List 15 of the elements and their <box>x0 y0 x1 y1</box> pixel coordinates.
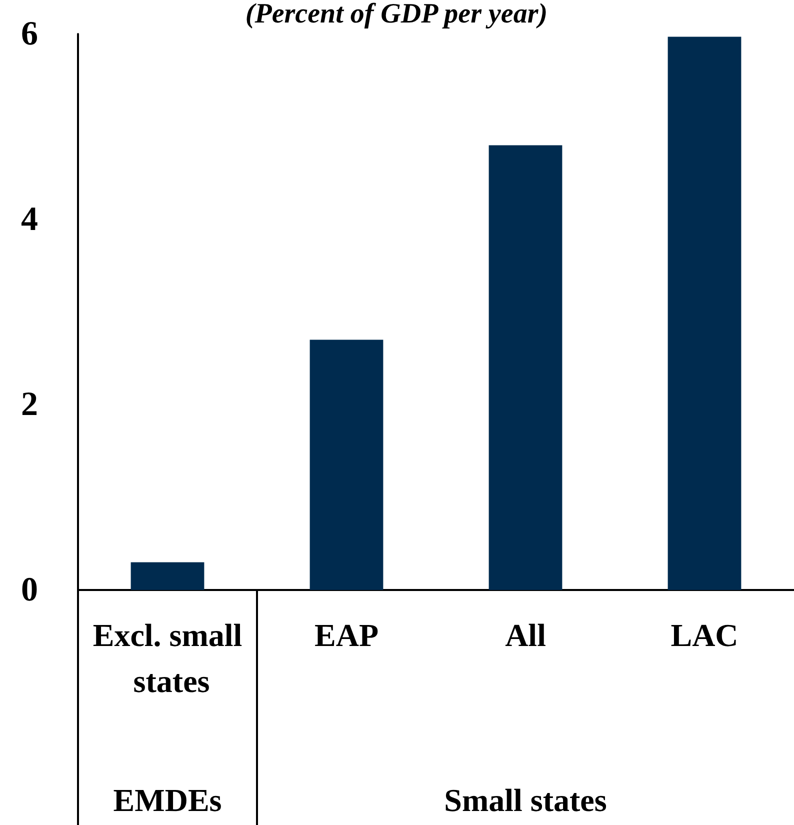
x-tick-label: Excl. small states <box>92 617 242 699</box>
x-tick-label: LAC <box>670 617 738 653</box>
y-tick-label: 2 <box>21 386 38 424</box>
y-tick-label: 4 <box>21 200 38 238</box>
chart-subtitle: (Percent of GDP per year) <box>245 0 548 30</box>
bar <box>310 340 384 590</box>
bar <box>130 562 204 590</box>
text: EMDEs <box>113 782 222 818</box>
x-tick-label: EAP <box>314 617 378 653</box>
bar <box>668 36 742 590</box>
bar <box>488 145 562 590</box>
y-tick-label: 6 <box>21 16 38 52</box>
text: Small states <box>444 782 607 818</box>
y-tick-label: 0 <box>21 572 38 608</box>
x-tick-label: All <box>505 617 546 653</box>
